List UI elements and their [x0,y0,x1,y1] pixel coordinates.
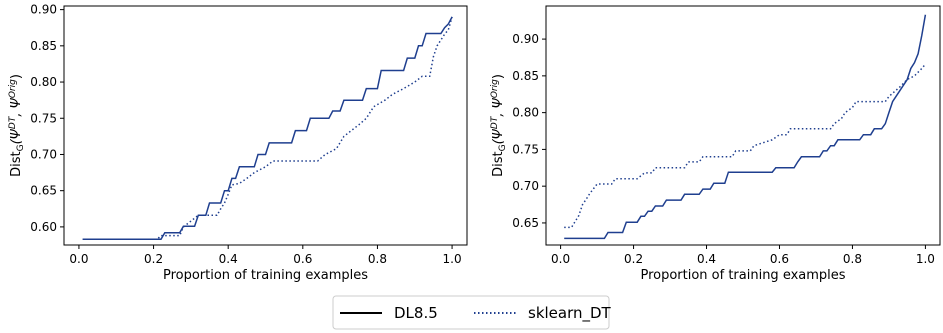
left-series-sklearn-dt [82,16,453,240]
right-ylabel-main: Dist [491,151,506,177]
left-ylabel-mid: , Ψ [9,97,24,116]
right-ylabel-args: (Ψ [491,128,506,144]
right-x-axis-label: Proportion of training examples [640,268,845,283]
right-series-sklearn-dt [564,63,926,229]
right-y-tick-label: 0.70 [512,179,539,193]
left-x-tick-label: 0.4 [219,252,238,266]
left-ylabel-end: ) [9,74,24,79]
right-series-dl85 [564,14,927,240]
right-y-tick-label: 0.85 [512,69,539,83]
right-ylabel-mid: , Ψ [491,97,506,116]
right-y-axis-label: DistG(ΨDT, ΨOrig) [490,74,508,177]
left-x-tick-label: 1.0 [443,252,462,266]
left-y-tick-label: 0.80 [30,75,57,89]
right-y-tick-label: 0.65 [512,216,539,230]
left-x-axis-label: Proportion of training examples [163,268,368,283]
left-series-dl85 [82,16,453,240]
left-x-tick-label: 0.0 [69,252,88,266]
left-ylabel-sup1: DT [8,115,18,129]
left-ylabel-main: Dist [9,151,24,177]
left-ylabel-args: (Ψ [9,128,24,144]
left-y-tick-label: 0.85 [30,39,57,53]
left-y-tick-label: 0.90 [30,3,57,17]
legend-box [332,295,610,330]
left-y-tick-label: 0.70 [30,147,57,161]
right-x-tick-label: 0.2 [624,252,643,266]
right-y-tick-label: 0.90 [512,32,539,46]
legend: DL8.5 sklearn_DT [332,295,612,330]
left-ylabel-sub: G [16,144,26,151]
left-series-group [82,16,453,240]
right-series-group [564,14,927,240]
left-y-ticks: 0.60 0.65 0.70 0.75 0.80 0.85 0.90 [30,3,64,234]
left-y-tick-label: 0.75 [30,111,57,125]
left-x-ticks: 0.0 0.2 0.4 0.6 0.8 1.0 [69,245,462,266]
left-ylabel-sup2: Orig [8,79,18,98]
right-x-tick-label: 0.6 [770,252,789,266]
right-x-tick-label: 0.8 [843,252,862,266]
right-ylabel-sup2: Orig [490,79,500,98]
left-y-tick-label: 0.65 [30,184,57,198]
left-chart: 0.0 0.2 0.4 0.6 0.8 1.0 0.600.650.700.750.800… [8,3,468,283]
left-plot-frame [63,5,468,246]
right-x-tick-label: 0.4 [697,252,716,266]
right-x-ticks: 0.0 0.2 0.4 0.6 0.8 1.0 [551,245,935,266]
right-y-tick-label: 0.75 [512,142,539,156]
right-x-tick-label: 1.0 [916,252,935,266]
right-ylabel-sup1: DT [490,115,500,129]
right-ylabel-sub: G [498,144,508,151]
left-y-tick-label: 0.60 [30,220,57,234]
left-x-tick-label: 0.6 [293,252,312,266]
right-plot-frame [545,5,941,246]
left-y-axis-label: DistG(ΨDT, ΨOrig) [8,74,26,177]
right-y-ticks: 0.65 0.70 0.75 0.80 0.85 0.90 [512,32,546,230]
right-chart: 0.0 0.2 0.4 0.6 0.8 1.0 0.650.700.750.800.850… [490,5,941,283]
legend-label-sklearn: sklearn_DT [528,304,612,323]
right-y-tick-label: 0.80 [512,106,539,120]
legend-label-dl85: DL8.5 [394,304,438,322]
left-x-tick-label: 0.8 [368,252,387,266]
right-x-tick-label: 0.0 [551,252,570,266]
left-x-tick-label: 0.2 [144,252,163,266]
right-ylabel-end: ) [491,74,506,79]
